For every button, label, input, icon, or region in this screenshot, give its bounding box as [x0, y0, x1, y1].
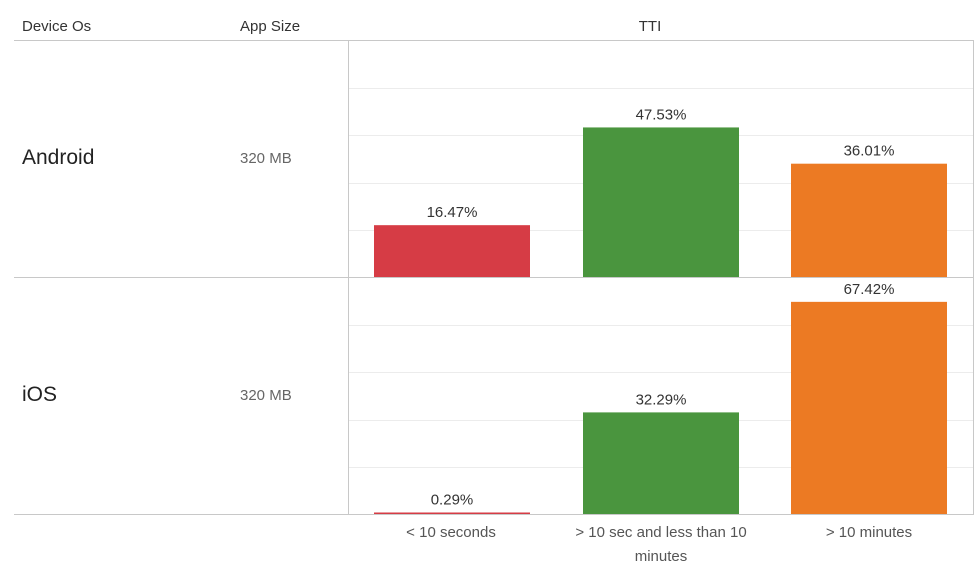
bar-android-2: [791, 163, 947, 277]
bar-label-ios-1: 32.29%: [636, 391, 687, 408]
header-app-size: App Size: [240, 18, 301, 35]
plot-right-border: [973, 40, 974, 515]
header-device-os: Device Os: [22, 18, 92, 35]
bar-label-ios-2: 67.42%: [844, 281, 895, 298]
bar-android-0: [374, 225, 530, 277]
bar-label-ios-0: 0.29%: [431, 492, 474, 509]
bottom-rule: [14, 514, 974, 515]
row-divider: [14, 277, 974, 278]
bar-label-android-1: 47.53%: [636, 106, 687, 123]
bar-ios-2: [791, 301, 947, 514]
bar-label-android-2: 36.01%: [844, 143, 895, 160]
plot-left-border: [348, 40, 349, 515]
header-rule: [14, 40, 974, 41]
row-label-ios: iOS: [22, 383, 58, 406]
bar-ios-1: [583, 412, 739, 514]
row-label-android: Android: [22, 146, 95, 169]
category-label-over-10-minutes: > 10 minutes: [825, 524, 913, 541]
category-label-under-10-seconds: < 10 seconds: [406, 524, 496, 541]
bar-ios-0: [374, 512, 530, 514]
app-size-android: 320 MB: [240, 150, 292, 167]
app-size-ios: 320 MB: [240, 387, 292, 404]
header-tti: TTI: [638, 18, 662, 35]
bar-android-1: [583, 127, 739, 277]
category-label-10-sec-to-10-minutes: > 10 sec and less than 10 minutes: [575, 524, 747, 565]
bar-label-android-0: 16.47%: [427, 204, 478, 221]
